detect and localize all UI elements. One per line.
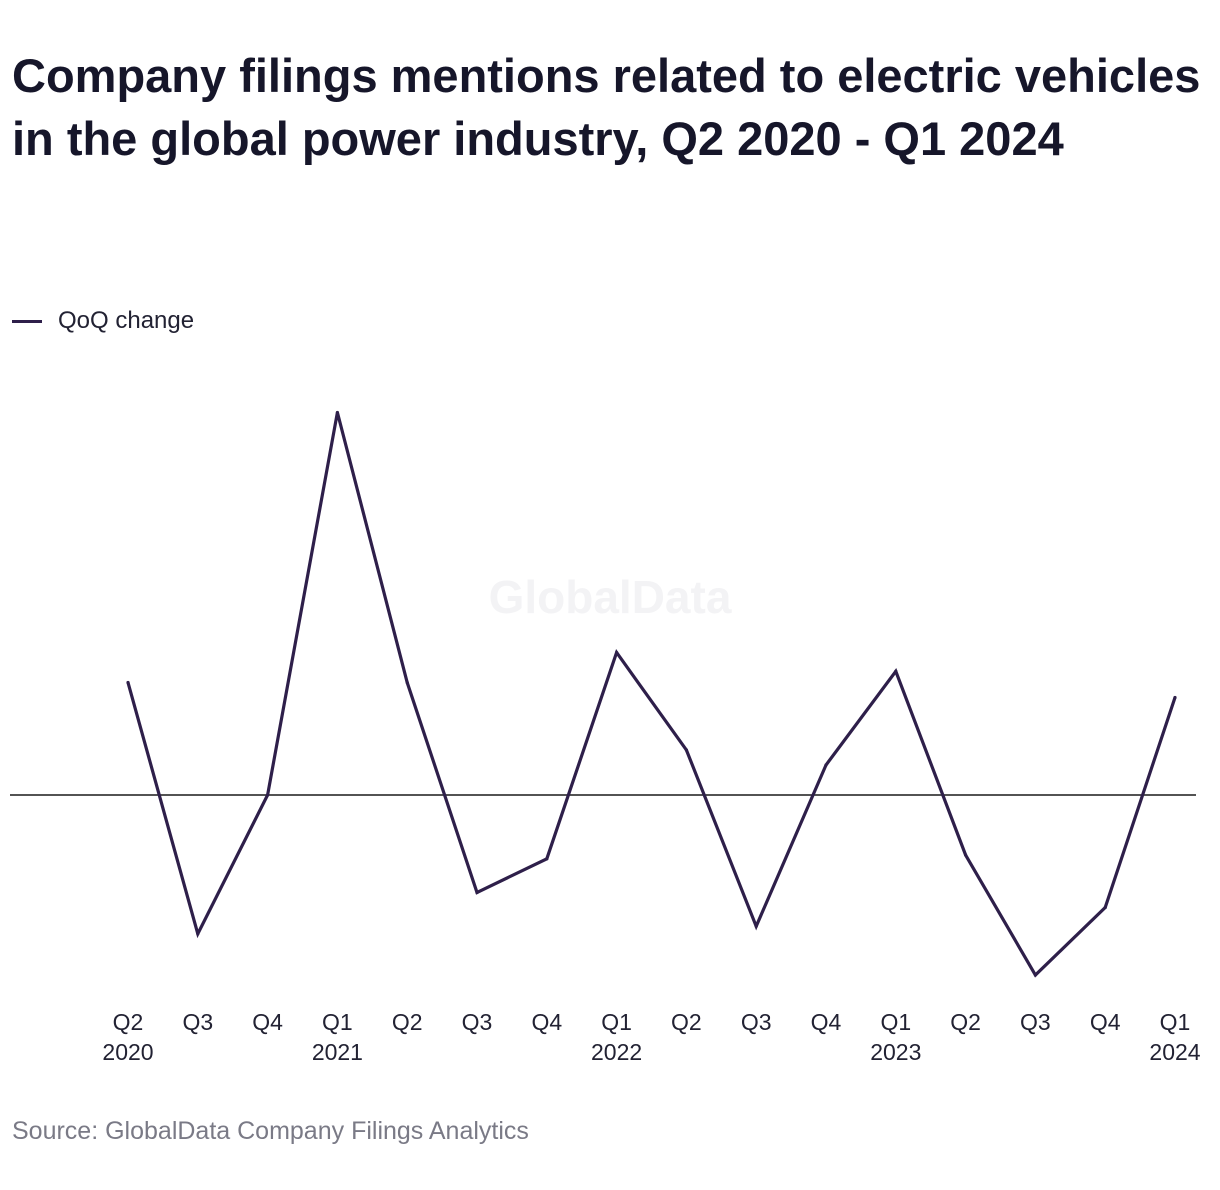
chart-title: Company filings mentions related to elec… xyxy=(12,49,1201,165)
x-tick-label-quarter: Q2 xyxy=(671,1009,702,1035)
source-note: Source: GlobalData Company Filings Analy… xyxy=(12,1117,529,1145)
data-point-8 xyxy=(684,748,689,752)
data-point-1 xyxy=(196,932,200,936)
x-tick-label-quarter: Q2 xyxy=(950,1009,981,1035)
data-point-6 xyxy=(545,857,549,861)
data-point-14 xyxy=(1103,905,1107,910)
x-tick-label-quarter: Q4 xyxy=(531,1009,562,1035)
data-point-11 xyxy=(894,669,898,673)
x-tick-label-quarter: Q3 xyxy=(182,1009,213,1035)
x-tick-label-quarter: Q1 xyxy=(322,1009,353,1035)
legend-label-qoq-change: QoQ change xyxy=(58,307,195,334)
data-point-3 xyxy=(335,410,339,415)
chart-plot: Q2 2020 Q3 Q4 Q1 2021 Q2 Q3 Q4 Q1 2022 Q2 Q3 Q4 Q1 2023… xyxy=(10,410,1201,1065)
x-tick-label-year: 2021 xyxy=(312,1039,363,1065)
x-tick-label-quarter: Q4 xyxy=(811,1009,842,1035)
x-tick-label-year: 2023 xyxy=(870,1039,921,1065)
x-tick-label-quarter: Q1 xyxy=(880,1009,911,1035)
data-point-12 xyxy=(964,853,968,857)
x-tick-label-year: 2024 xyxy=(1149,1039,1200,1065)
data-point-4 xyxy=(405,680,409,685)
legend-swatch-qoq-change xyxy=(12,319,42,323)
x-tick-label-quarter: Q2 xyxy=(392,1009,423,1035)
data-point-10 xyxy=(824,763,828,767)
x-tick-label-quarter: Q2 xyxy=(113,1009,144,1035)
data-point-2 xyxy=(266,793,270,797)
data-point-5 xyxy=(475,890,479,895)
data-point-9 xyxy=(754,924,758,928)
x-tick-label-quarter: Q4 xyxy=(1090,1009,1121,1035)
data-point-0 xyxy=(126,680,130,685)
watermark: GlobalData xyxy=(488,571,732,623)
series-line-qoq-change xyxy=(126,412,1177,978)
x-tick-label-year: 2020 xyxy=(102,1039,153,1065)
x-tick-label-quarter: Q4 xyxy=(252,1009,283,1035)
x-tick-label-quarter: Q1 xyxy=(601,1009,632,1035)
data-point-13 xyxy=(1033,973,1037,977)
x-tick-label-quarter: Q3 xyxy=(1020,1009,1051,1035)
x-tick-label-year: 2022 xyxy=(591,1039,642,1065)
x-tick-label-quarter: Q3 xyxy=(462,1009,493,1035)
legend: QoQ change xyxy=(12,306,194,336)
data-point-15 xyxy=(1173,695,1177,700)
x-tick-label-quarter: Q1 xyxy=(1160,1009,1191,1035)
data-point-7 xyxy=(615,650,619,655)
x-tick-label-quarter: Q3 xyxy=(741,1009,772,1035)
